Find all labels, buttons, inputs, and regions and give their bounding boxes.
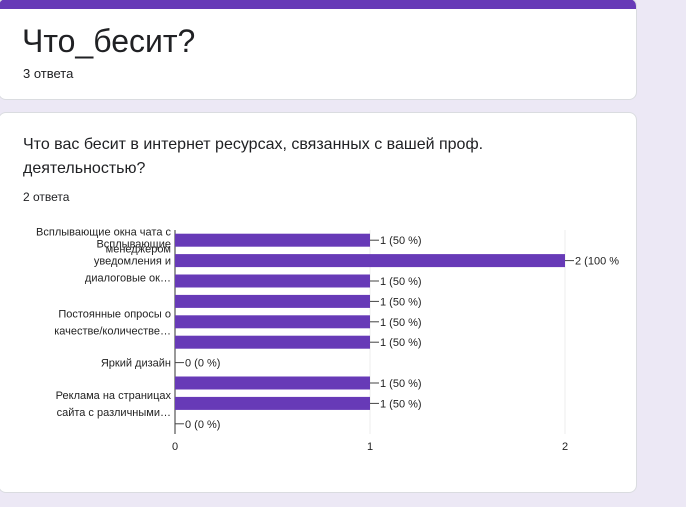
data-label: 1 (50 %)	[380, 337, 422, 349]
form-response-count: 3 ответа	[23, 66, 74, 81]
accent-bar	[0, 0, 636, 9]
category-label: диалоговые ок…	[85, 273, 171, 285]
question-card: Что вас бесит в интернет ресурсах, связа…	[0, 112, 637, 493]
bar-chart: 1 (50 %) Всплывающие окна чата с менеджеро…	[36, 227, 619, 453]
data-label: 1 (50 %)	[380, 296, 422, 308]
data-label: 0 (0 %)	[185, 419, 220, 431]
x-tick-label: 2	[562, 441, 568, 453]
data-label: 1 (50 %)	[380, 276, 422, 288]
bar	[175, 396, 370, 410]
bar	[175, 315, 370, 329]
question-title: Что вас бесит в интернет ресурсах, связа…	[23, 136, 484, 177]
category-label: Всплывающие	[96, 239, 171, 251]
data-label: 1 (50 %)	[380, 235, 422, 247]
data-label: 0 (0 %)	[185, 358, 220, 370]
category-label: менеджером	[106, 244, 171, 256]
bar	[175, 294, 370, 308]
bar	[175, 274, 370, 288]
question-response-count: 2 ответа	[23, 190, 70, 204]
bar	[175, 376, 370, 390]
x-tick-label: 0	[172, 441, 178, 453]
data-label: 2 (100 %	[575, 256, 619, 268]
category-label: уведомления и	[94, 256, 171, 268]
form-title: Что_бесит?	[22, 23, 196, 59]
category-label: Яркий дизайн	[101, 358, 171, 370]
data-label: 1 (50 %)	[380, 378, 422, 390]
x-tick-label: 1	[367, 441, 373, 453]
bar	[175, 254, 565, 268]
data-label: 1 (50 %)	[380, 398, 422, 410]
category-label: сайта с различными…	[57, 407, 171, 419]
category-label: качестве/количестве…	[54, 325, 171, 337]
bar	[175, 233, 370, 247]
category-label: Реклама на страницах	[56, 390, 172, 402]
form-header-card: Что_бесит? 3 ответа	[0, 0, 637, 100]
data-label: 1 (50 %)	[380, 317, 422, 329]
category-label: Всплывающие окна чата с	[36, 227, 171, 239]
bar	[175, 335, 370, 349]
category-label: Постоянные опросы о	[58, 308, 171, 320]
